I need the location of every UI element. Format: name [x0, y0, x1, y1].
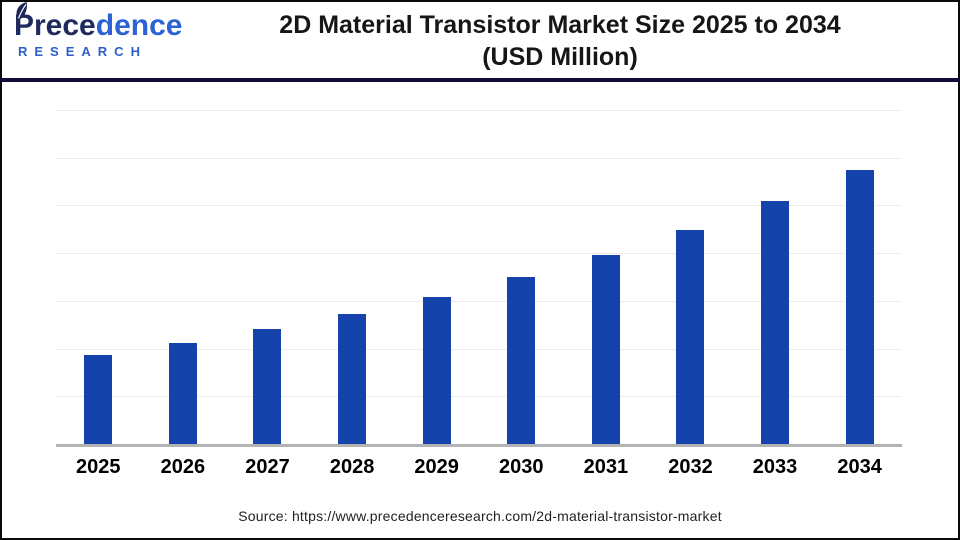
bar-slot-2034	[817, 110, 902, 444]
x-axis-label-2034: 2034	[837, 456, 882, 478]
bar-2025	[84, 354, 113, 444]
bar-2034	[845, 169, 874, 444]
precedence-research-logo: Precedence RESEARCH	[14, 2, 183, 59]
header-divider	[0, 78, 960, 82]
bar-slot-2031	[564, 110, 649, 444]
x-axis-label-2031: 2031	[583, 456, 629, 478]
bar-2027	[253, 329, 282, 444]
gridline	[56, 300, 902, 302]
bar-slot-2030	[479, 110, 564, 444]
logo-brand-part2: dence	[95, 9, 183, 42]
x-axis-label-2027: 2027	[245, 456, 290, 478]
chart-title: 2D Material Transistor Market Size 2025 …	[200, 9, 920, 73]
logo-research-text: RESEARCH	[18, 44, 147, 59]
bar-2033	[761, 201, 790, 444]
x-axis-label-2032: 2032	[668, 456, 713, 478]
x-axis-label-2030: 2030	[499, 456, 544, 478]
plot-area	[56, 110, 902, 447]
x-axis-labels: 2025 2026 2027 2028 2029 2030 2031 2032 2033 2034	[56, 456, 902, 479]
bar-2029	[422, 296, 451, 444]
gridline	[56, 110, 902, 111]
x-axis-label-2025: 2025	[76, 456, 121, 478]
bar-2031	[591, 254, 620, 444]
bar-slot-2029	[394, 110, 479, 444]
bar-2028	[338, 313, 367, 444]
gridline	[56, 348, 902, 350]
chart-title-line2: (USD Million)	[482, 43, 638, 71]
chart-title-line1: 2D Material Transistor Market Size 2025 …	[279, 11, 841, 39]
bar-2030	[507, 277, 536, 444]
bar-slot-2026	[141, 110, 226, 444]
bar-slot-2027	[225, 110, 310, 444]
source-text: Source: https://www.precedenceresearch.c…	[238, 508, 722, 524]
bar-2032	[676, 229, 705, 444]
leaf-icon	[16, 2, 27, 21]
gridline	[56, 253, 902, 255]
bar-slot-2032	[648, 110, 733, 444]
bar-slot-2028	[310, 110, 395, 444]
gridline	[56, 205, 902, 207]
bar-slot-2033	[733, 110, 818, 444]
x-axis-label-2033: 2033	[752, 456, 798, 478]
gridline	[56, 157, 902, 159]
logo-brand-text: Precedence	[14, 2, 183, 42]
bars-container	[56, 110, 902, 444]
bar-2026	[168, 342, 197, 444]
x-axis-label-2028: 2028	[329, 456, 375, 478]
x-axis-label-2029: 2029	[414, 456, 459, 478]
logo-brand-part1: Prece	[14, 9, 96, 42]
bar-slot-2025	[56, 110, 141, 444]
x-axis-label-2026: 2026	[160, 456, 206, 478]
gridline	[56, 396, 902, 398]
